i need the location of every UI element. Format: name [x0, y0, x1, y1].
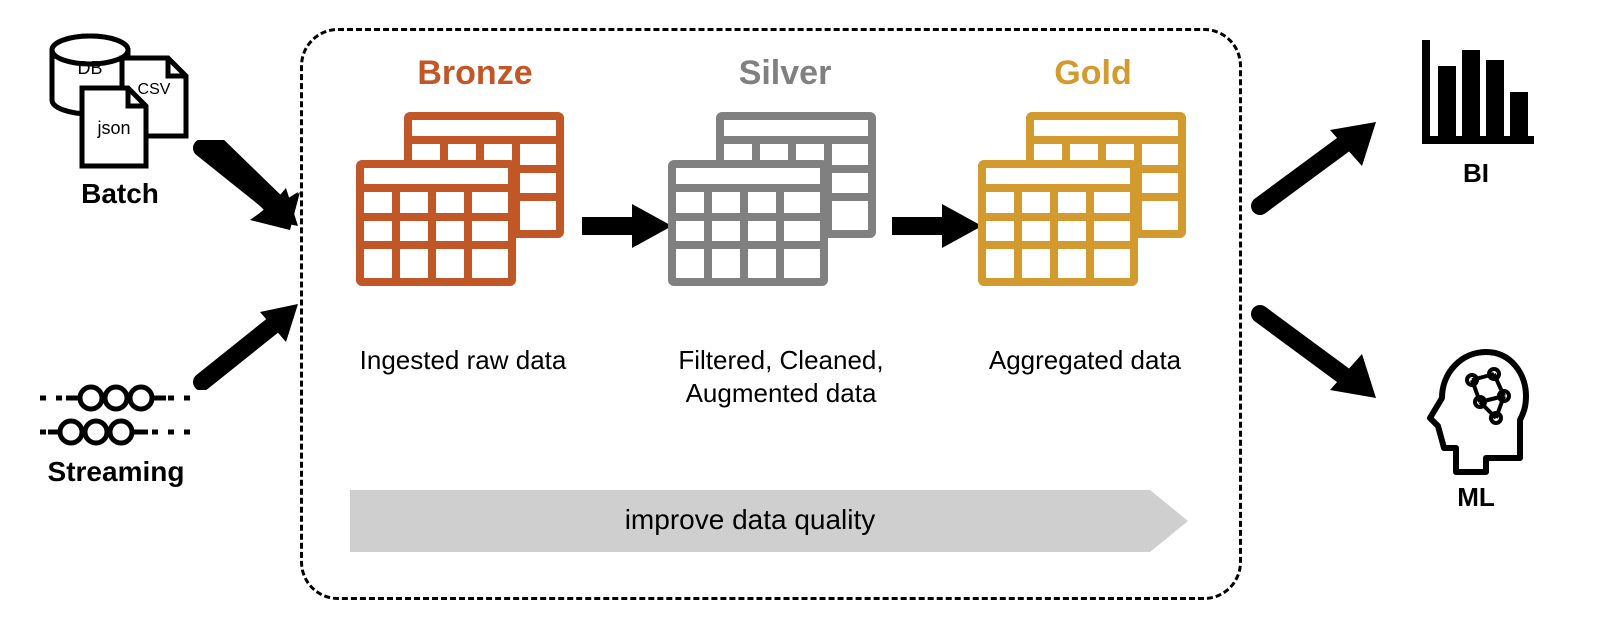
batch-label: Batch [40, 178, 200, 210]
arrow-streaming-to-medallion [190, 300, 300, 390]
streaming-source-icon [36, 380, 196, 450]
bronze-tables-icon [356, 112, 566, 292]
batch-source-icon: DB CSV json [40, 30, 200, 170]
gold-title: Gold [998, 54, 1188, 93]
silver-desc: Filtered, Cleaned, Augmented data [636, 344, 926, 409]
bronze-desc: Ingested raw data [348, 344, 578, 377]
arrow-bronze-to-silver [576, 198, 672, 254]
bronze-title: Bronze [380, 54, 570, 93]
ml-icon [1416, 346, 1536, 476]
ml-label: ML [1416, 482, 1536, 513]
silver-title: Silver [690, 54, 880, 93]
arrow-to-ml [1250, 300, 1380, 400]
streaming-label: Streaming [28, 456, 204, 488]
quality-banner-text: improve data quality [350, 504, 1150, 536]
bi-icon [1416, 40, 1536, 150]
silver-tables-icon [668, 112, 878, 292]
csv-label: CSV [138, 81, 171, 98]
json-label: json [96, 118, 130, 138]
db-label: DB [77, 58, 102, 78]
gold-tables-icon [978, 112, 1188, 292]
arrow-batch-to-medallion [190, 140, 300, 230]
gold-desc: Aggregated data [960, 344, 1210, 377]
bi-label: BI [1416, 158, 1536, 189]
arrow-silver-to-gold [886, 198, 982, 254]
arrow-to-bi [1250, 120, 1380, 220]
